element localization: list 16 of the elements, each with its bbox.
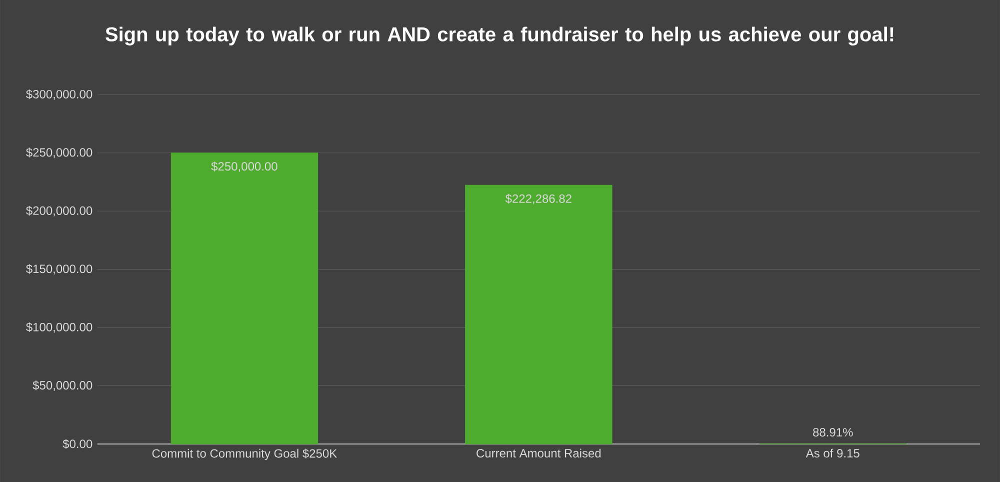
y-tick-label: $100,000.00 — [26, 322, 92, 333]
bar — [170, 152, 318, 444]
data-label: $222,286.82 — [505, 194, 572, 204]
y-tick-label: $300,000.00 — [26, 89, 92, 100]
y-tick-label: $150,000.00 — [26, 264, 92, 275]
x-tick-label: As of 9.15 — [806, 448, 860, 458]
data-label: $250,000.00 — [211, 162, 278, 172]
y-tick-label: $0.00 — [62, 439, 92, 449]
y-tick-label: $50,000.00 — [32, 380, 92, 391]
x-tick-label: Current Amount Raised — [476, 448, 601, 458]
x-tick-label: Commit to Community Goal $250K — [152, 448, 337, 460]
bar — [465, 184, 612, 444]
y-tick-label: $250,000.00 — [26, 148, 92, 158]
chart-title: Sign up today to walk or run AND create a fundraiser to help us achieve our goal! — [106, 26, 894, 46]
y-tick-label: $200,000.00 — [26, 206, 92, 216]
data-label: 88.91% — [813, 428, 853, 437]
